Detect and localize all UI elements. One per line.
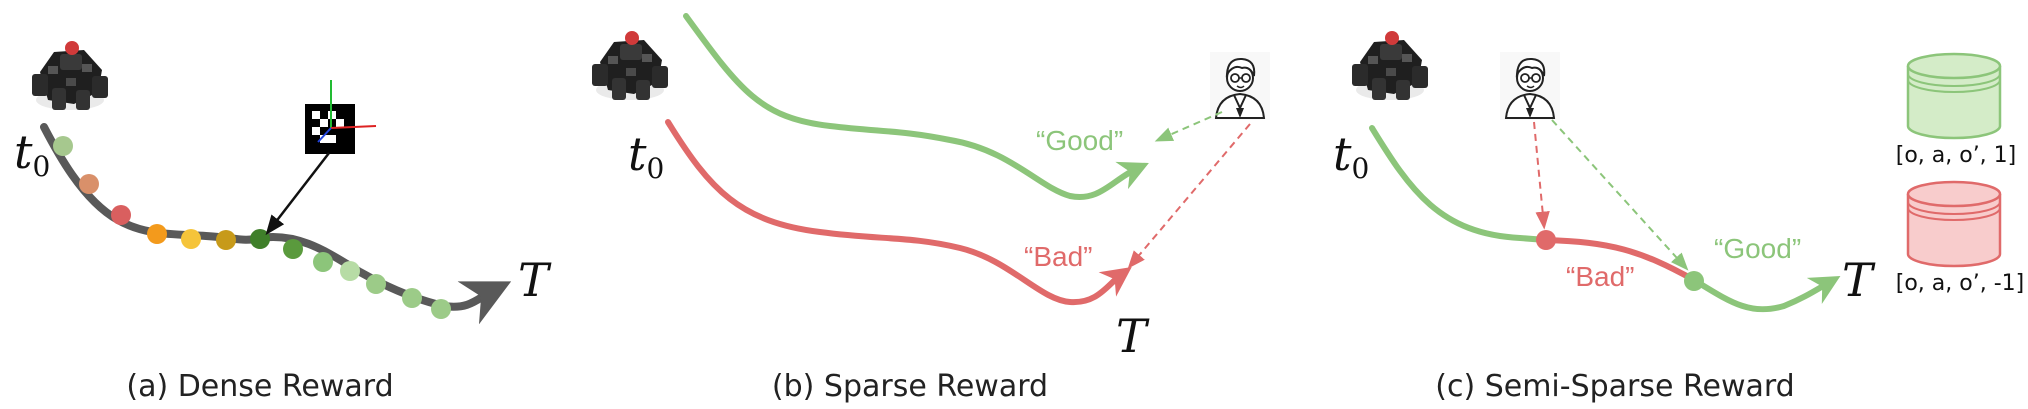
reward-dot: [283, 239, 303, 259]
buffer-bad-label: [o, a, o’, -1]: [1896, 271, 2024, 296]
bad-trajectory: [665, 119, 1132, 306]
reward-dot: [53, 136, 73, 156]
reward-dot: [340, 261, 360, 281]
human-icon: [1209, 51, 1271, 121]
reward-dot: [313, 252, 333, 272]
end-label: T: [518, 253, 552, 307]
reward-dot: [216, 230, 236, 250]
caption-b: (b) Sparse Reward: [772, 369, 1048, 404]
robot-image: [32, 41, 108, 110]
good-state-dot: [1684, 271, 1704, 291]
end-label: T: [1116, 309, 1150, 363]
reward-dot: [402, 288, 422, 308]
panel-b: t0 “Good” “Bad” T (b) Sparse Reward: [592, 13, 1271, 404]
buffer-bad-icon: [1906, 180, 2002, 268]
buffer-good-icon: [1906, 52, 2002, 140]
caption-a: (a) Dense Reward: [126, 369, 393, 404]
bad-feedback-arrow: [1127, 123, 1251, 269]
robot-image: [592, 31, 668, 100]
caption-c: (c) Semi-Sparse Reward: [1435, 369, 1794, 404]
panel-a: t0: [14, 41, 552, 404]
good-label: “Good”: [1714, 233, 1801, 264]
bad-feedback-arrow: [1533, 121, 1550, 230]
fiducial-marker: [305, 80, 377, 154]
good-label: “Good”: [1036, 125, 1123, 156]
start-label: t0: [628, 127, 664, 185]
end-label: T: [1842, 253, 1876, 307]
bad-label: “Bad”: [1024, 241, 1092, 272]
trajectory-start-segment: [1369, 125, 1549, 243]
marker-pointer: [265, 152, 330, 236]
reward-dot: [431, 299, 451, 319]
robot-image: [1352, 31, 1428, 100]
start-label: t0: [1333, 127, 1369, 185]
panel-c: t0 “Bad” “Good” T [o, a, o’, 1] [o, a, o…: [1333, 31, 2024, 404]
reward-dot: [366, 274, 386, 294]
bad-label: “Bad”: [1566, 261, 1634, 292]
reward-dot: [147, 224, 167, 244]
good-feedback-arrow: [1551, 119, 1689, 271]
human-icon: [1499, 51, 1561, 121]
reward-dot: [111, 205, 131, 225]
bad-state-dot: [1536, 230, 1556, 250]
reward-dots: [53, 136, 451, 319]
good-segment: [1691, 276, 1841, 313]
good-trajectory: [683, 13, 1149, 200]
start-label: t0: [14, 125, 50, 183]
buffer-good-label: [o, a, o’, 1]: [1896, 143, 2017, 168]
reward-dot: [181, 229, 201, 249]
reward-dot: [250, 229, 270, 249]
reward-dot: [79, 174, 99, 194]
